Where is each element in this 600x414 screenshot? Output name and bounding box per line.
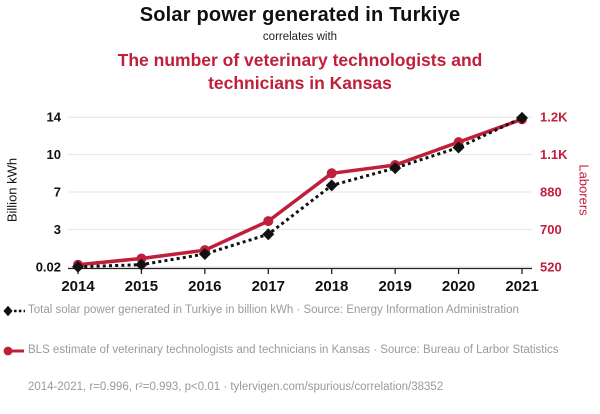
- data-point-diamond: [72, 260, 84, 273]
- right-axis-tick-label: 1.1K: [540, 147, 568, 162]
- main-title: Solar power generated in Turkiye: [139, 4, 461, 26]
- x-axis-tick-label: 2019: [378, 278, 411, 295]
- series-line-veterinary: [77, 117, 523, 267]
- data-point-diamond: [262, 228, 275, 241]
- left-axis-tick-label: 14: [47, 110, 62, 125]
- right-axis-title: Laborers: [576, 164, 592, 216]
- subtitle: The number of veterinary technologists a…: [117, 50, 483, 93]
- diamond-dashed-legend-icon: [3, 305, 25, 317]
- right-axis-tick-label: 700: [540, 222, 562, 237]
- left-axis-tick-label: 7: [54, 185, 61, 200]
- legend-label-solar: Total solar power generated in Turkiye i…: [28, 304, 519, 316]
- data-point-diamond: [198, 247, 211, 260]
- data-point-circle: [136, 253, 147, 264]
- x-axis-tick-label: 2017: [252, 278, 285, 295]
- x-axis-tick-label: 2021: [505, 278, 538, 295]
- x-axis-tick-label: 2018: [315, 278, 348, 295]
- x-axis-tick-label: 2015: [125, 278, 158, 295]
- right-axis-tick-label: 880: [540, 185, 562, 200]
- legend-item-veterinary: BLS estimate of veterinary technologists…: [3, 343, 559, 359]
- right-axis-tick-label: 1.2K: [540, 110, 568, 125]
- x-axis-tick-label: 2016: [188, 278, 221, 295]
- data-point-diamond: [135, 258, 148, 271]
- data-point-circle: [326, 168, 337, 179]
- data-point-circle: [263, 216, 274, 227]
- stats-citation: 2014-2021, r=0.996, r²=0.993, p<0.01 · t…: [28, 381, 444, 393]
- x-axis-tick-label: 2014: [61, 278, 95, 295]
- left-axis-tick-label: 3: [54, 222, 61, 237]
- data-point-diamond: [389, 162, 402, 175]
- left-axis-title: Billion kWh: [4, 157, 20, 223]
- right-axis-tick-label: 520: [540, 259, 562, 274]
- data-point-diamond: [516, 111, 528, 124]
- data-point-diamond: [452, 141, 465, 154]
- circle-solid-legend-icon: [3, 345, 25, 357]
- x-axis-tick-label: 2020: [442, 278, 475, 295]
- legend-label-veterinary: BLS estimate of veterinary technologists…: [28, 344, 559, 356]
- data-point-diamond: [325, 179, 338, 192]
- left-axis-tick-label: 10: [47, 147, 61, 162]
- legend-item-solar: Total solar power generated in Turkiye i…: [3, 303, 559, 319]
- connector-text: correlates with: [262, 31, 338, 43]
- left-axis-tick-label: 0.02: [36, 259, 61, 274]
